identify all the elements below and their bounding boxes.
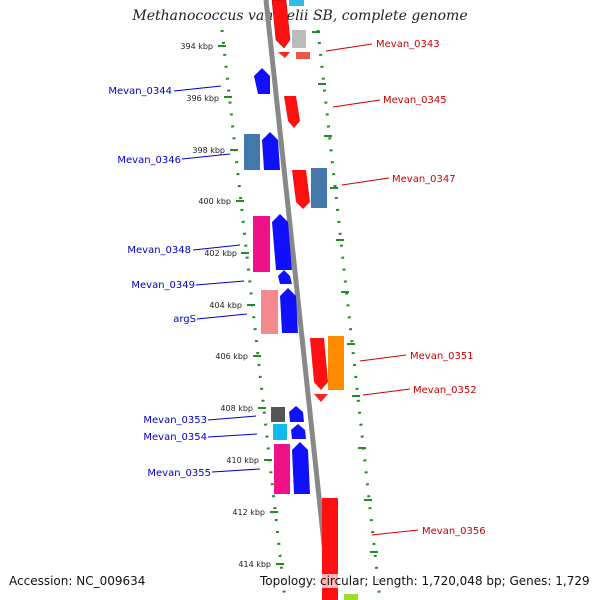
gene-mevan-0353[interactable] (289, 406, 304, 422)
tick-label-394: 394 kbp (180, 42, 213, 51)
gene-mevan-0354[interactable] (291, 424, 306, 439)
label-mevan-0355[interactable]: Mevan_0355 (147, 468, 211, 479)
gene-pink-small-top (278, 52, 290, 58)
tick-label-396: 396 kbp (186, 94, 219, 103)
label-mevan-0346[interactable]: Mevan_0346 (117, 155, 181, 166)
gene-mevan-0351-orange[interactable] (328, 336, 344, 390)
gene-args[interactable] (280, 288, 298, 333)
label-args[interactable]: argS (173, 314, 196, 325)
tick-label-406: 406 kbp (215, 352, 248, 361)
accession-text: Accession: NC_009634 (9, 574, 146, 588)
gene-salmon-top (296, 52, 310, 59)
gene-mevan-0348-pink[interactable] (253, 216, 270, 272)
gene-mevan-0355-pink[interactable] (274, 444, 290, 494)
gene-mevan-0348[interactable] (272, 214, 292, 270)
tick-label-398: 398 kbp (192, 146, 225, 155)
gene-mevan-0346-steel[interactable] (244, 134, 260, 170)
label-mevan-0347[interactable]: Mevan_0347 (392, 174, 456, 185)
gene-mevan-0344[interactable] (254, 68, 270, 94)
label-mevan-0351[interactable]: Mevan_0351 (410, 351, 474, 362)
gene-mevan-0347-red[interactable] (292, 170, 310, 209)
label-mevan-0352[interactable]: Mevan_0352 (413, 385, 477, 396)
label-mevan-0348[interactable]: Mevan_0348 (127, 245, 191, 256)
gene-args-pink[interactable] (261, 290, 278, 334)
gene-mevan-0353-gray[interactable] (271, 407, 285, 422)
gene-mevan-0349[interactable] (278, 270, 292, 284)
tick-label-400: 400 kbp (198, 197, 231, 206)
gene-mevan-0347-blue[interactable] (311, 168, 327, 208)
tick-marks (218, 31, 378, 565)
label-mevan-0353[interactable]: Mevan_0353 (143, 415, 207, 426)
label-mevan-0349[interactable]: Mevan_0349 (131, 280, 195, 291)
label-connectors (173, 43, 419, 536)
label-mevan-0345[interactable]: Mevan_0345 (383, 95, 447, 106)
gene-green-bottom (344, 594, 358, 600)
gene-gray-top (292, 30, 306, 48)
tick-label-408: 408 kbp (220, 404, 253, 413)
gene-cyan-top (289, 0, 304, 6)
topology-text: Topology: circular; Length: 1,720,048 bp… (260, 574, 590, 588)
gene-mevan-0354-cyan[interactable] (273, 424, 287, 440)
gene-mevan-0343[interactable] (271, 0, 291, 49)
tick-label-414: 414 kbp (238, 560, 271, 569)
gene-mevan-0352[interactable] (314, 394, 328, 402)
label-mevan-0354[interactable]: Mevan_0354 (143, 432, 207, 443)
tick-label-412: 412 kbp (232, 508, 265, 517)
gene-mevan-0346[interactable] (262, 132, 280, 170)
label-mevan-0344[interactable]: Mevan_0344 (108, 86, 172, 97)
gene-mevan-0345[interactable] (284, 96, 300, 128)
tick-label-402: 402 kbp (204, 249, 237, 258)
gene-mevan-0351[interactable] (310, 338, 328, 390)
gene-mevan-0355[interactable] (292, 442, 310, 494)
genome-title: Methanococcus vannielii SB, complete gen… (132, 8, 468, 24)
tick-label-404: 404 kbp (209, 301, 242, 310)
forward-genes (244, 68, 310, 494)
label-mevan-0343[interactable]: Mevan_0343 (376, 39, 440, 50)
tick-label-410: 410 kbp (226, 456, 259, 465)
genome-backbone (263, 0, 333, 600)
label-mevan-0356[interactable]: Mevan_0356 (422, 526, 486, 537)
